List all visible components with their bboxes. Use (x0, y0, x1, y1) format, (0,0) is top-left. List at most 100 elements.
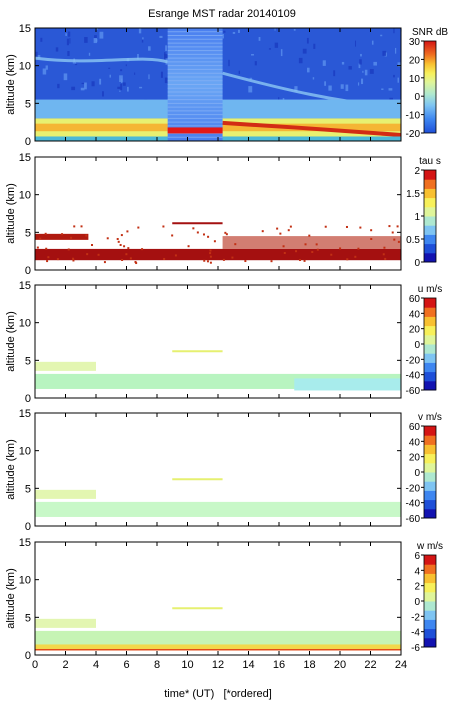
tau-speck (287, 229, 290, 232)
tau-speck (393, 238, 396, 241)
colorbar-tick-label: 30 (409, 37, 421, 48)
tau-speck (44, 232, 47, 235)
snr-speckle (280, 49, 283, 57)
snr-speckle (298, 57, 303, 64)
figure-title: Esrange MST radar 20140109 (148, 8, 296, 20)
snr-speckle (369, 69, 374, 74)
tau-speck (36, 246, 39, 249)
tau-speck (129, 257, 132, 260)
tau-speck (311, 251, 314, 254)
snr-speckle (268, 48, 272, 50)
tau-speck (316, 248, 319, 251)
tau-speck (174, 254, 177, 257)
colorbar-segment (424, 316, 436, 327)
colorbar-segment (424, 197, 436, 208)
colorbar-segment (424, 170, 436, 180)
tau-speck (209, 249, 212, 252)
colorbar-tick-label: -20 (406, 483, 421, 494)
wind-band (35, 501, 401, 517)
colorbar-segment (424, 216, 436, 226)
tau-speck (135, 262, 138, 265)
colorbar-tick-label: 0 (414, 468, 420, 479)
colorbar-tick-label: -2 (411, 612, 420, 623)
colorbar-segment (424, 462, 436, 473)
x-tick-label: 10 (181, 659, 193, 671)
snr-speckle (360, 53, 362, 57)
snr-speckle (108, 67, 111, 69)
snr-speckle (119, 90, 121, 92)
tau-speck (303, 259, 306, 262)
colorbar-segment (424, 472, 436, 482)
tau-speck (117, 240, 120, 243)
snr-speckle (88, 52, 91, 56)
tau-speck (187, 245, 190, 248)
tau-speck (116, 237, 119, 240)
colorbar-segment (424, 628, 436, 639)
y-tick-label: 5 (25, 612, 31, 624)
snr-speckle (388, 88, 393, 91)
tau-speck (359, 226, 362, 229)
snr-speckle (57, 83, 60, 89)
y-axis-label: altitude (km) (5, 183, 17, 244)
snr-speckle (306, 37, 309, 44)
tau-speck (282, 245, 285, 248)
colorbar (424, 41, 436, 133)
tau-speck (270, 260, 273, 263)
colorbar-tick-label: 40 (409, 309, 421, 320)
snr-speckle (125, 64, 127, 67)
colorbar-tick-label: -10 (406, 111, 421, 122)
snr-speckle (84, 82, 87, 90)
colorbar-tick-label: 20 (409, 55, 421, 66)
snr-speckle (63, 73, 68, 81)
tau-speck (47, 256, 50, 259)
snr-speckle (258, 36, 261, 41)
y-tick-label: 0 (25, 393, 31, 405)
snr-speckle (94, 35, 97, 39)
tau-speck (106, 237, 109, 240)
tau-speck (315, 243, 318, 246)
colorbar-tick-label: 0 (414, 258, 420, 269)
colorbar-segment (424, 619, 436, 630)
tau-speck (261, 230, 264, 233)
snr-speckle (93, 38, 98, 44)
colorbar-segment (424, 426, 436, 436)
wind-bottom-line (35, 648, 401, 651)
colorbar-segment (424, 344, 436, 354)
tau-speck (141, 248, 144, 251)
snr-speckle (238, 70, 241, 75)
snr-speckle (65, 33, 67, 36)
tau-speck (61, 233, 64, 236)
colorbar-segment (424, 188, 436, 199)
tau-speck (346, 258, 349, 261)
wind-band (35, 630, 401, 646)
colorbar-segment (424, 637, 436, 648)
tau-speck (289, 225, 292, 228)
colorbar-segment (424, 564, 436, 574)
colorbar-tick-label: -40 (406, 499, 421, 510)
snr-speckle (228, 59, 230, 67)
tau-speck (391, 231, 394, 234)
y-tick-label: 10 (19, 190, 31, 202)
snr-speckle (160, 71, 163, 78)
colorbar-label: w m/s (416, 541, 443, 552)
tau-speck (97, 253, 100, 256)
snr-speckle (359, 59, 362, 65)
tau-speck (384, 257, 387, 260)
tau-speck (213, 240, 216, 243)
y-tick-label: 15 (19, 152, 31, 164)
tau-speck (39, 237, 42, 240)
y-tick-label: 0 (25, 650, 31, 662)
snr-speckle (381, 88, 384, 90)
tau-speck (85, 234, 88, 237)
x-tick-label: 24 (395, 659, 407, 671)
wind-bottom-band (35, 644, 401, 649)
colorbar-tick-label: 6 (414, 551, 420, 562)
colorbar-label: tau s (419, 156, 441, 167)
colorbar-segment (424, 490, 436, 501)
snr-speckle (68, 31, 71, 37)
tau-speck (72, 257, 75, 260)
colorbar-tick-label: 40 (409, 437, 421, 448)
snr-speckle (293, 29, 296, 31)
snr-speckle (69, 38, 71, 44)
